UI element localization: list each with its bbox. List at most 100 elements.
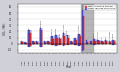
Bar	[104, 41, 108, 44]
Bar	[39, 44, 43, 47]
Bar	[100, 42, 105, 44]
Bar	[33, 42, 35, 44]
Bar	[81, 16, 85, 44]
Bar	[78, 44, 80, 46]
Bar	[108, 42, 112, 44]
Bar	[69, 41, 74, 44]
Text: Calbuco: Calbuco	[113, 32, 114, 39]
Bar	[74, 44, 76, 45]
Bar	[39, 44, 43, 47]
Bar	[92, 41, 97, 44]
Bar	[88, 41, 93, 44]
Bar	[68, 44, 69, 45]
Bar	[112, 40, 114, 44]
Bar	[62, 44, 66, 45]
Bar	[27, 44, 32, 46]
Bar	[59, 44, 60, 45]
Bar	[27, 44, 32, 47]
Bar	[111, 41, 116, 44]
Bar	[87, 42, 88, 44]
Bar	[27, 30, 32, 44]
Bar	[28, 30, 30, 44]
Bar	[31, 41, 36, 44]
Bar	[74, 38, 76, 44]
Bar	[35, 41, 39, 44]
Bar	[58, 44, 62, 45]
Bar	[24, 42, 26, 44]
Bar	[79, 44, 81, 45]
Bar	[45, 42, 46, 44]
Bar	[50, 44, 55, 45]
Bar	[43, 42, 47, 44]
Bar	[82, 10, 83, 44]
Bar	[98, 41, 100, 44]
Text: Nabro: Nabro	[106, 35, 107, 40]
Bar	[48, 42, 50, 44]
Bar	[86, 40, 87, 44]
Bar	[88, 41, 93, 44]
Bar	[94, 41, 96, 44]
Bar	[41, 44, 42, 47]
Text: Cosigüina: Cosigüina	[52, 27, 53, 36]
Text: Novarupta: Novarupta	[63, 23, 65, 32]
Bar	[40, 44, 41, 47]
Text: Merapi: Merapi	[102, 35, 103, 41]
Bar	[111, 40, 116, 44]
Bar	[102, 42, 104, 44]
Bar	[40, 28, 41, 44]
Y-axis label: SO₂ (Mt): SO₂ (Mt)	[3, 22, 7, 35]
Bar	[83, 16, 84, 44]
Bar	[81, 44, 85, 50]
Bar	[82, 44, 83, 51]
Bar	[56, 38, 58, 44]
Bar	[106, 41, 107, 44]
Text: Nyiragongo: Nyiragongo	[109, 30, 110, 40]
Bar	[50, 44, 55, 45]
Text: Pinatubo: Pinatubo	[83, 2, 84, 10]
Bar	[81, 44, 85, 51]
Bar	[97, 40, 99, 44]
Bar	[71, 42, 73, 44]
Bar	[55, 35, 57, 44]
Bar	[58, 38, 62, 44]
Bar	[109, 41, 110, 44]
Bar	[73, 44, 78, 45]
Bar	[54, 44, 59, 46]
Bar	[29, 33, 31, 44]
Bar	[23, 42, 28, 44]
Bar	[92, 44, 97, 45]
Bar	[111, 44, 116, 45]
Bar	[52, 44, 54, 45]
Text: El Chichón: El Chichón	[79, 24, 80, 34]
Bar	[114, 41, 115, 44]
Bar	[75, 40, 77, 44]
Bar	[66, 35, 68, 44]
Bar	[21, 41, 22, 44]
Text: Pelée: Pelée	[59, 32, 61, 37]
Text: Reventador: Reventador	[98, 30, 99, 40]
Bar	[75, 44, 77, 45]
Bar	[93, 39, 95, 44]
Text: Agung: Agung	[67, 29, 68, 35]
Bar	[73, 40, 78, 44]
Bar	[35, 42, 39, 44]
Bar	[63, 33, 64, 44]
Bar	[110, 42, 111, 44]
Bar	[77, 36, 82, 44]
Bar	[81, 10, 85, 44]
Bar	[62, 36, 66, 44]
Bar	[108, 41, 112, 44]
Bar	[54, 38, 59, 44]
Bar	[73, 44, 78, 45]
Bar	[50, 36, 55, 44]
Bar	[54, 35, 59, 44]
Bar	[101, 41, 103, 44]
Bar	[43, 41, 47, 44]
Bar	[63, 44, 64, 46]
Bar	[66, 44, 70, 45]
Bar	[22, 42, 23, 44]
Bar	[55, 44, 57, 46]
Bar	[68, 38, 69, 44]
Bar	[51, 36, 53, 44]
Text: Laki: Laki	[29, 26, 30, 30]
